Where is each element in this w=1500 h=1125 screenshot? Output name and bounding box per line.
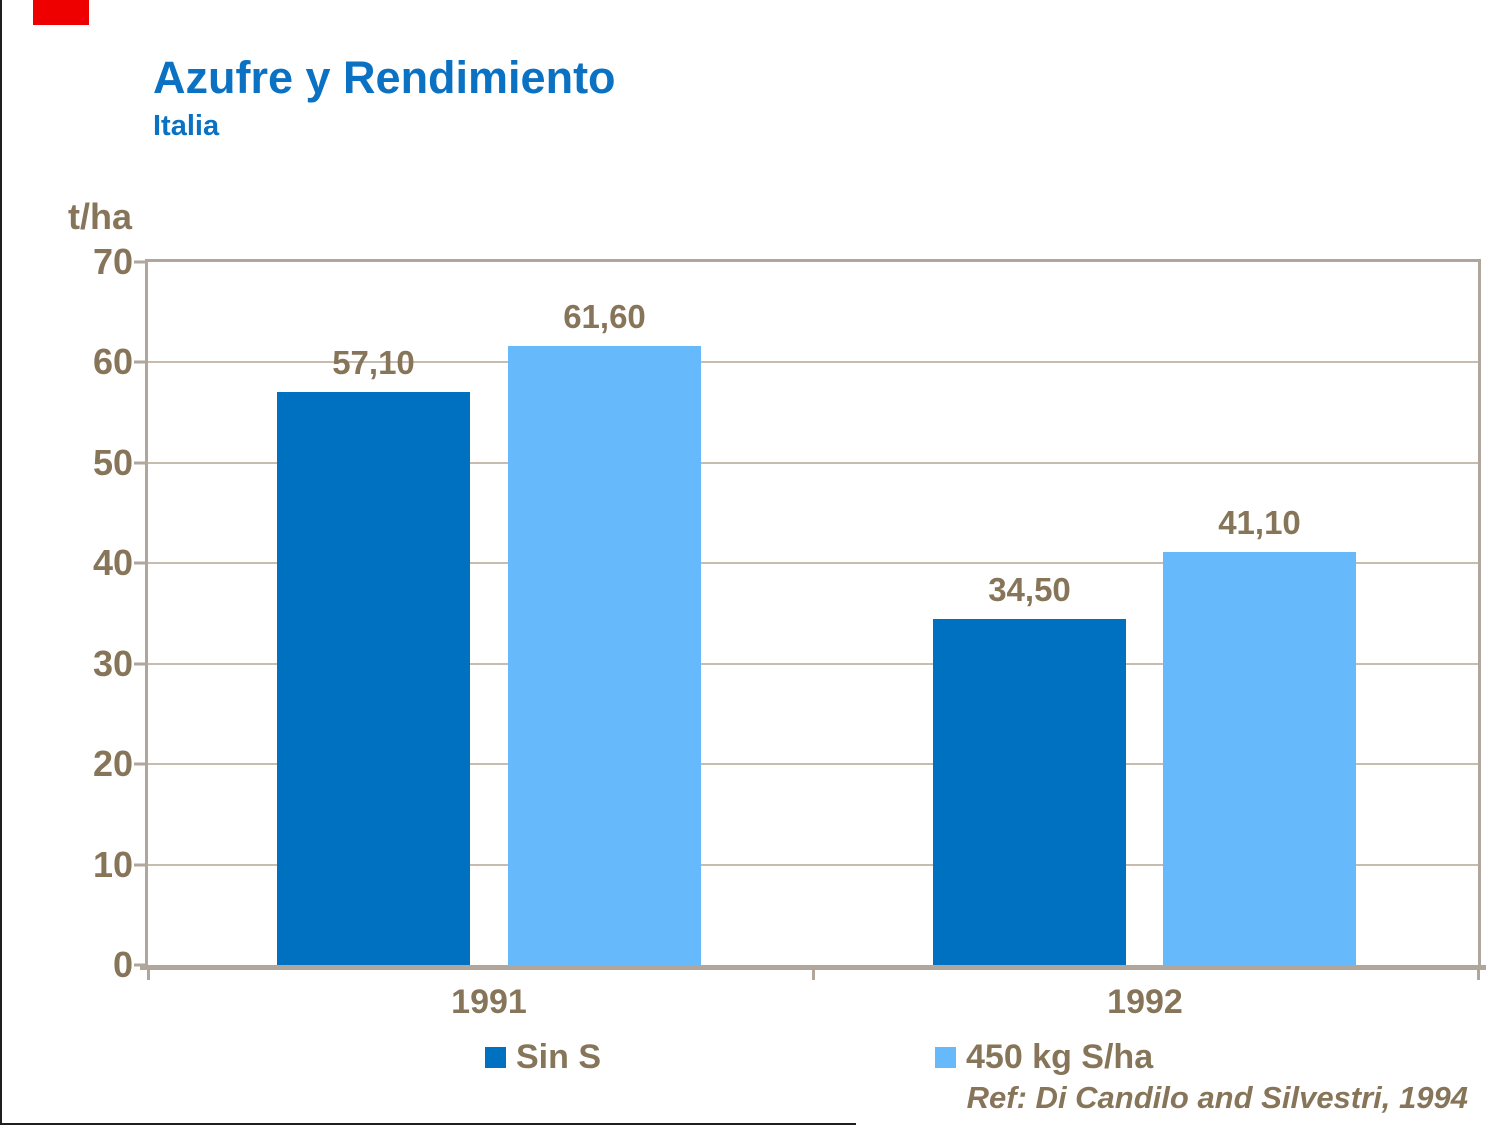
chart-subtitle: Italia (153, 110, 220, 142)
bar-1992-450-kg-s-ha (1163, 552, 1356, 965)
y-axis-unit-label: t/ha (68, 196, 133, 237)
x-tick-mark (1477, 965, 1480, 980)
bottom-edge-line (0, 1123, 856, 1125)
y-tick-label-30: 30 (92, 642, 133, 684)
bar-1991-450-kg-s-ha (508, 346, 701, 965)
category-label-1991: 1991 (451, 983, 527, 1021)
y-tick-label-70: 70 (92, 241, 133, 282)
legend-item-sin-s: Sin S (485, 1040, 601, 1074)
y-tick-mark (134, 762, 148, 766)
y-tick-label-60: 60 (92, 341, 133, 383)
bar-1992-sin-s (933, 618, 1126, 965)
y-tick-mark (134, 360, 148, 364)
y-tick-mark (134, 561, 148, 565)
chart-title: Azufre y Rendimiento (153, 52, 616, 103)
legend-item-450-kg-s-ha: 450 kg S/ha (935, 1040, 1153, 1074)
bar-value-label: 41,10 (1218, 504, 1301, 542)
legend-label: 450 kg S/ha (966, 1038, 1154, 1076)
y-tick-label-50: 50 (92, 441, 133, 483)
y-tick-mark (134, 963, 148, 967)
plot-area: 57,10 34,50 61,60 41,10 (140, 259, 1486, 970)
gridline-50 (148, 461, 1478, 464)
gridline-40 (148, 562, 1478, 565)
y-tick-label-0: 0 (112, 944, 133, 985)
y-tick-mark (134, 662, 148, 666)
reference-text: Ref: Di Candilo and Silvestri, 1994 (966, 1080, 1468, 1115)
y-tick-label-20: 20 (92, 743, 133, 785)
x-tick-mark (147, 965, 150, 980)
red-corner-mark (33, 0, 89, 25)
y-tick-label-40: 40 (92, 542, 133, 584)
bar-value-label: 61,60 (563, 298, 646, 336)
gridline-20 (148, 763, 1478, 766)
gridline-30 (148, 662, 1478, 665)
y-tick-mark (134, 461, 148, 465)
category-label-1992: 1992 (1107, 983, 1183, 1021)
y-tick-mark (134, 260, 148, 264)
bar-value-label: 57,10 (332, 343, 415, 381)
legend-label: Sin S (516, 1038, 602, 1076)
x-tick-mark (812, 965, 815, 980)
legend-swatch (935, 1046, 956, 1068)
left-edge-line (0, 0, 2, 1125)
bar-value-label: 34,50 (988, 570, 1071, 608)
y-tick-label-10: 10 (92, 843, 133, 885)
legend-swatch (485, 1046, 506, 1068)
bar-1991-sin-s (277, 391, 470, 965)
gridline-10 (148, 863, 1478, 866)
y-tick-mark (134, 863, 148, 867)
gridline-60 (148, 361, 1478, 364)
